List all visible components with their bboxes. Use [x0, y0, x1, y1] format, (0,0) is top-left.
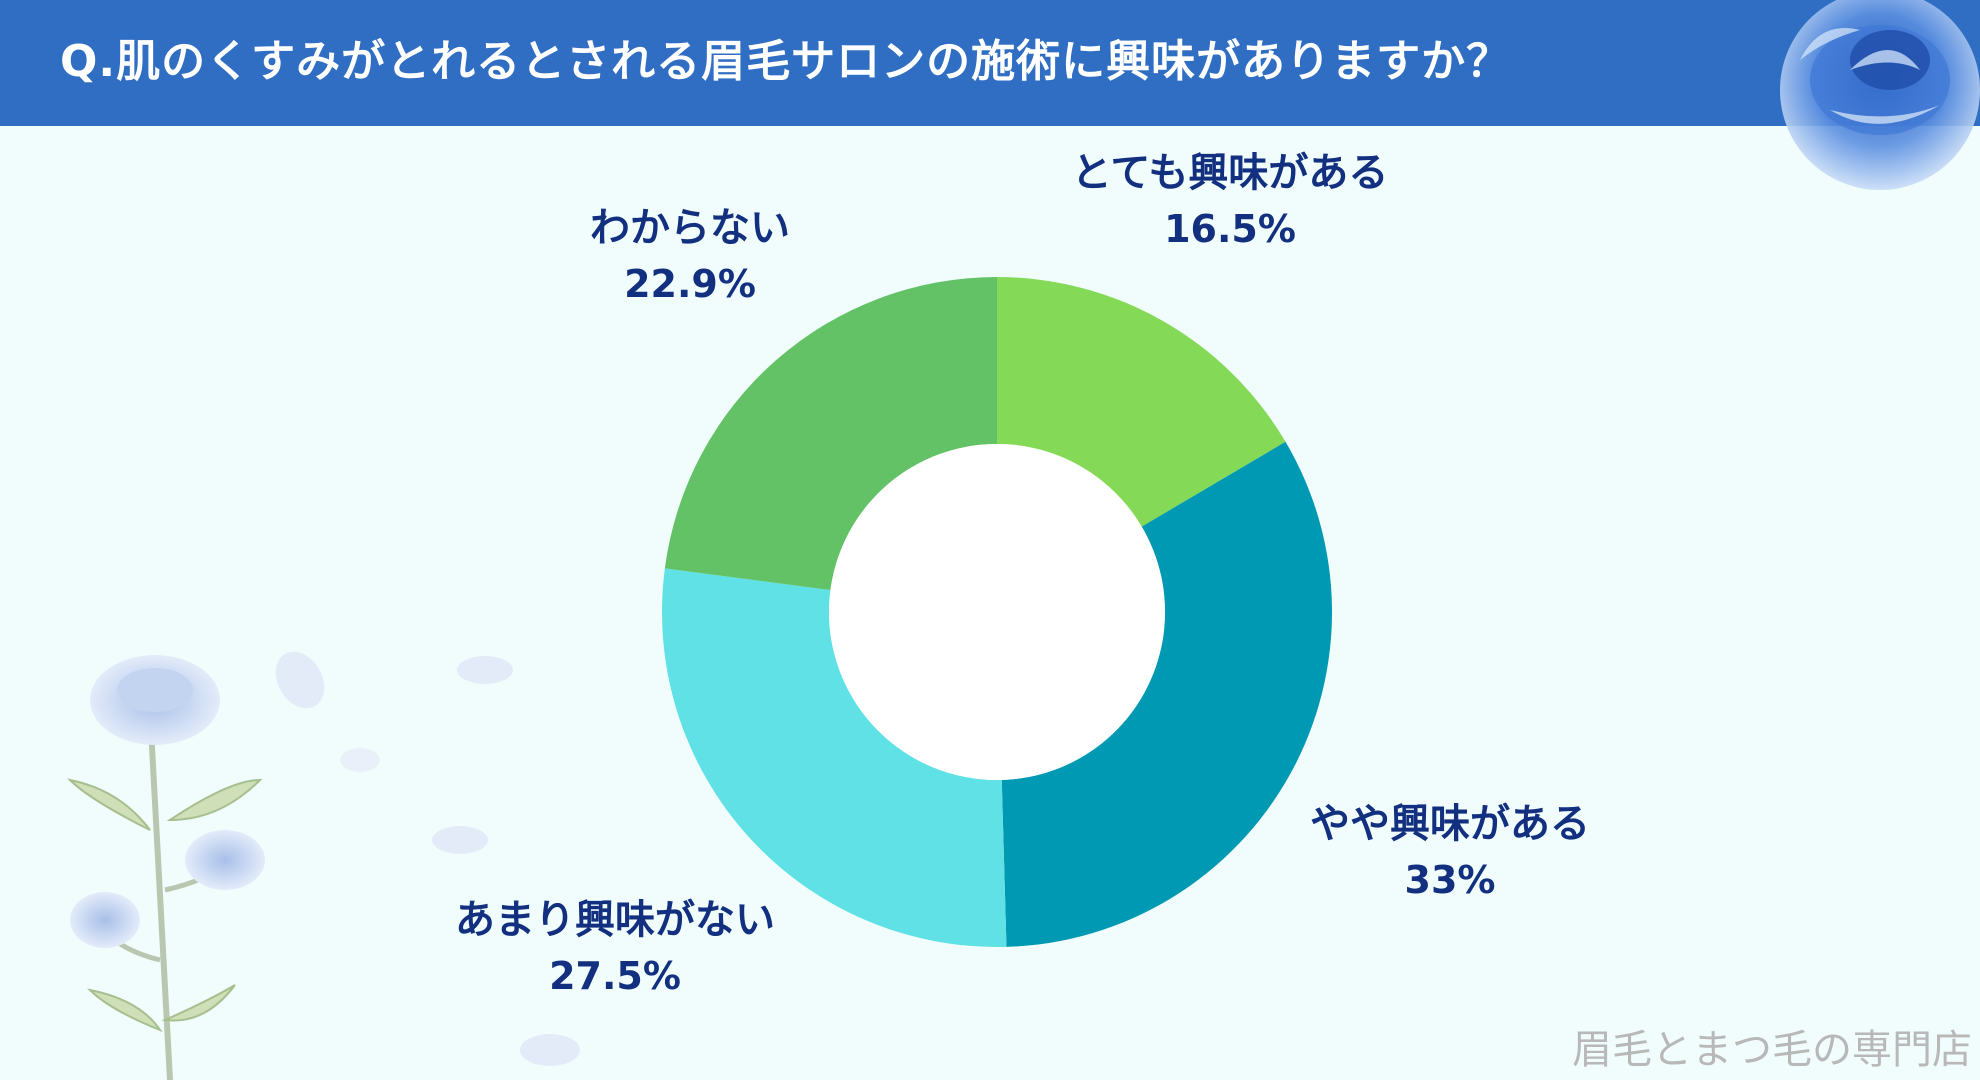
donut-slice-0 [997, 277, 1286, 527]
rose-decoration-icon [1780, 0, 1980, 190]
donut-slice-1 [1001, 441, 1332, 947]
slice-label-3: わからない 22.9% [550, 200, 830, 312]
rose-bouquet-icon [66, 651, 580, 1080]
brand-watermark: 眉毛とまつ毛の専門店 [1572, 1027, 1972, 1073]
slice-label-1-value: 33% [1404, 858, 1496, 902]
slice-label-3-name: わからない [590, 205, 790, 251]
donut-slice-3 [664, 277, 997, 591]
header-bar [0, 0, 1980, 126]
slice-label-1: やや興味がある 33% [1290, 796, 1610, 908]
slice-label-2-value: 27.5% [549, 954, 681, 998]
slice-label-2: あまり興味がない 27.5% [430, 892, 800, 1004]
slice-label-0-value: 16.5% [1164, 207, 1296, 251]
slice-label-2-name: あまり興味がない [455, 897, 775, 943]
slice-label-0-name: とても興味がある [1071, 150, 1389, 196]
slice-label-0: とても興味がある 16.5% [1050, 145, 1410, 257]
slice-label-1-name: やや興味がある [1310, 801, 1590, 847]
slice-label-3-value: 22.9% [624, 262, 756, 306]
donut-hole [829, 444, 1165, 780]
donut-slice-2 [662, 568, 1007, 947]
chart-title: Q.肌のくすみがとれるとされる眉毛サロンの施術に興味がありますか？ [60, 36, 1512, 87]
